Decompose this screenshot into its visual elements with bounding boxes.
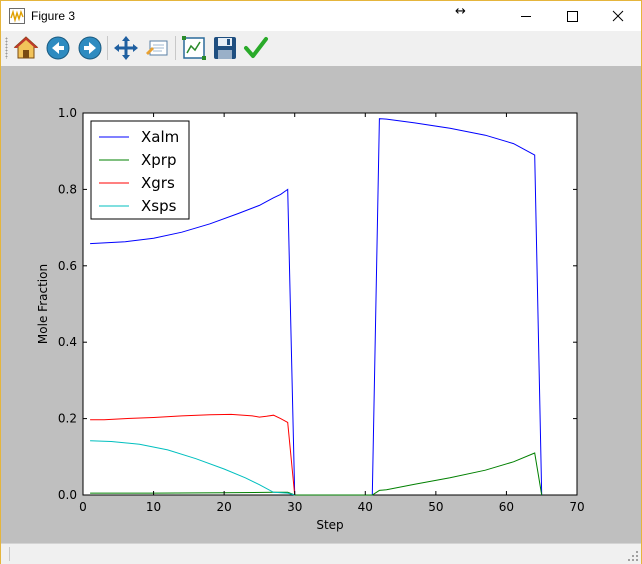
save-icon — [214, 37, 236, 59]
x-axis-label: Step — [316, 518, 343, 532]
y-ticks: 0.0 0.2 0.4 0.6 0.8 1.0 — [58, 106, 577, 502]
close-icon — [612, 10, 624, 22]
x-tick-label: 10 — [146, 500, 161, 514]
back-arrow-icon — [46, 36, 70, 60]
maximize-button[interactable] — [549, 1, 595, 31]
toolbar-separator — [107, 36, 108, 60]
x-tick-label: 70 — [569, 500, 584, 514]
legend: Xalm Xprp Xgrs Xsps — [90, 120, 190, 220]
y-tick-label: 0.2 — [58, 412, 77, 426]
figure-canvas[interactable]: 0 10 20 30 40 50 60 70 0.0 0.2 0.4 0.6 0.8 1.0 Step … — [1, 66, 641, 543]
zoom-button[interactable] — [144, 35, 170, 61]
status-separator — [9, 547, 10, 561]
title-bar[interactable]: Figure 3 ↔ — [1, 1, 641, 31]
y-axis-label: Mole Fraction — [36, 264, 50, 344]
back-button[interactable] — [45, 35, 71, 61]
x-tick-label: 60 — [499, 500, 514, 514]
edit-checkmark-icon — [244, 37, 268, 58]
y-tick-label: 0.8 — [58, 182, 77, 196]
series-line-xgrs — [90, 413, 296, 496]
minimize-icon — [521, 16, 531, 17]
x-ticks: 0 10 20 30 40 50 60 70 — [79, 113, 585, 514]
status-bar — [1, 543, 641, 564]
home-icon — [13, 36, 39, 59]
save-button[interactable] — [212, 35, 238, 61]
toolbar-grip — [5, 37, 8, 59]
pan-button[interactable] — [113, 35, 139, 61]
configure-subplots-icon — [182, 36, 206, 60]
x-tick-label: 30 — [287, 500, 302, 514]
legend-label: Xalm — [141, 128, 179, 146]
resize-grip-icon[interactable] — [627, 550, 639, 562]
pan-icon — [114, 36, 138, 60]
series-line-xsps — [90, 440, 295, 496]
matplotlib-app-icon — [9, 8, 25, 24]
subplots-button[interactable] — [181, 35, 207, 61]
forward-button[interactable] — [77, 35, 103, 61]
home-button[interactable] — [13, 35, 39, 61]
series-line-xalm — [90, 118, 543, 496]
edit-parameters-button[interactable] — [243, 35, 269, 61]
forward-arrow-icon — [78, 36, 102, 60]
x-tick-label: 0 — [79, 500, 87, 514]
navigation-toolbar — [1, 31, 641, 66]
line-chart: 0 10 20 30 40 50 60 70 0.00.20.40.60.81.0 Step … — [36, 106, 585, 532]
x-tick-label: 20 — [217, 500, 232, 514]
x-tick-label: 50 — [428, 500, 443, 514]
y-tick-label: 0.4 — [58, 335, 77, 349]
x-tick-label: 40 — [358, 500, 373, 514]
resize-arrows-icon: ↔ — [455, 4, 466, 19]
maximize-icon — [567, 11, 578, 22]
plot-lines — [90, 118, 543, 496]
toolbar-separator — [175, 36, 176, 60]
y-tick-label: 1.0 — [58, 106, 77, 120]
window-title: Figure 3 — [31, 9, 76, 23]
series-line-xprp — [90, 452, 543, 496]
legend-label: Xprp — [141, 151, 177, 169]
minimize-button[interactable] — [503, 1, 549, 31]
y-tick-label: 0.0 — [58, 488, 77, 502]
y-tick-label: 0.6 — [58, 259, 77, 273]
legend-label: Xsps — [141, 197, 177, 215]
legend-label: Xgrs — [141, 174, 175, 192]
zoom-rect-icon — [146, 40, 168, 56]
close-button[interactable] — [595, 1, 641, 31]
